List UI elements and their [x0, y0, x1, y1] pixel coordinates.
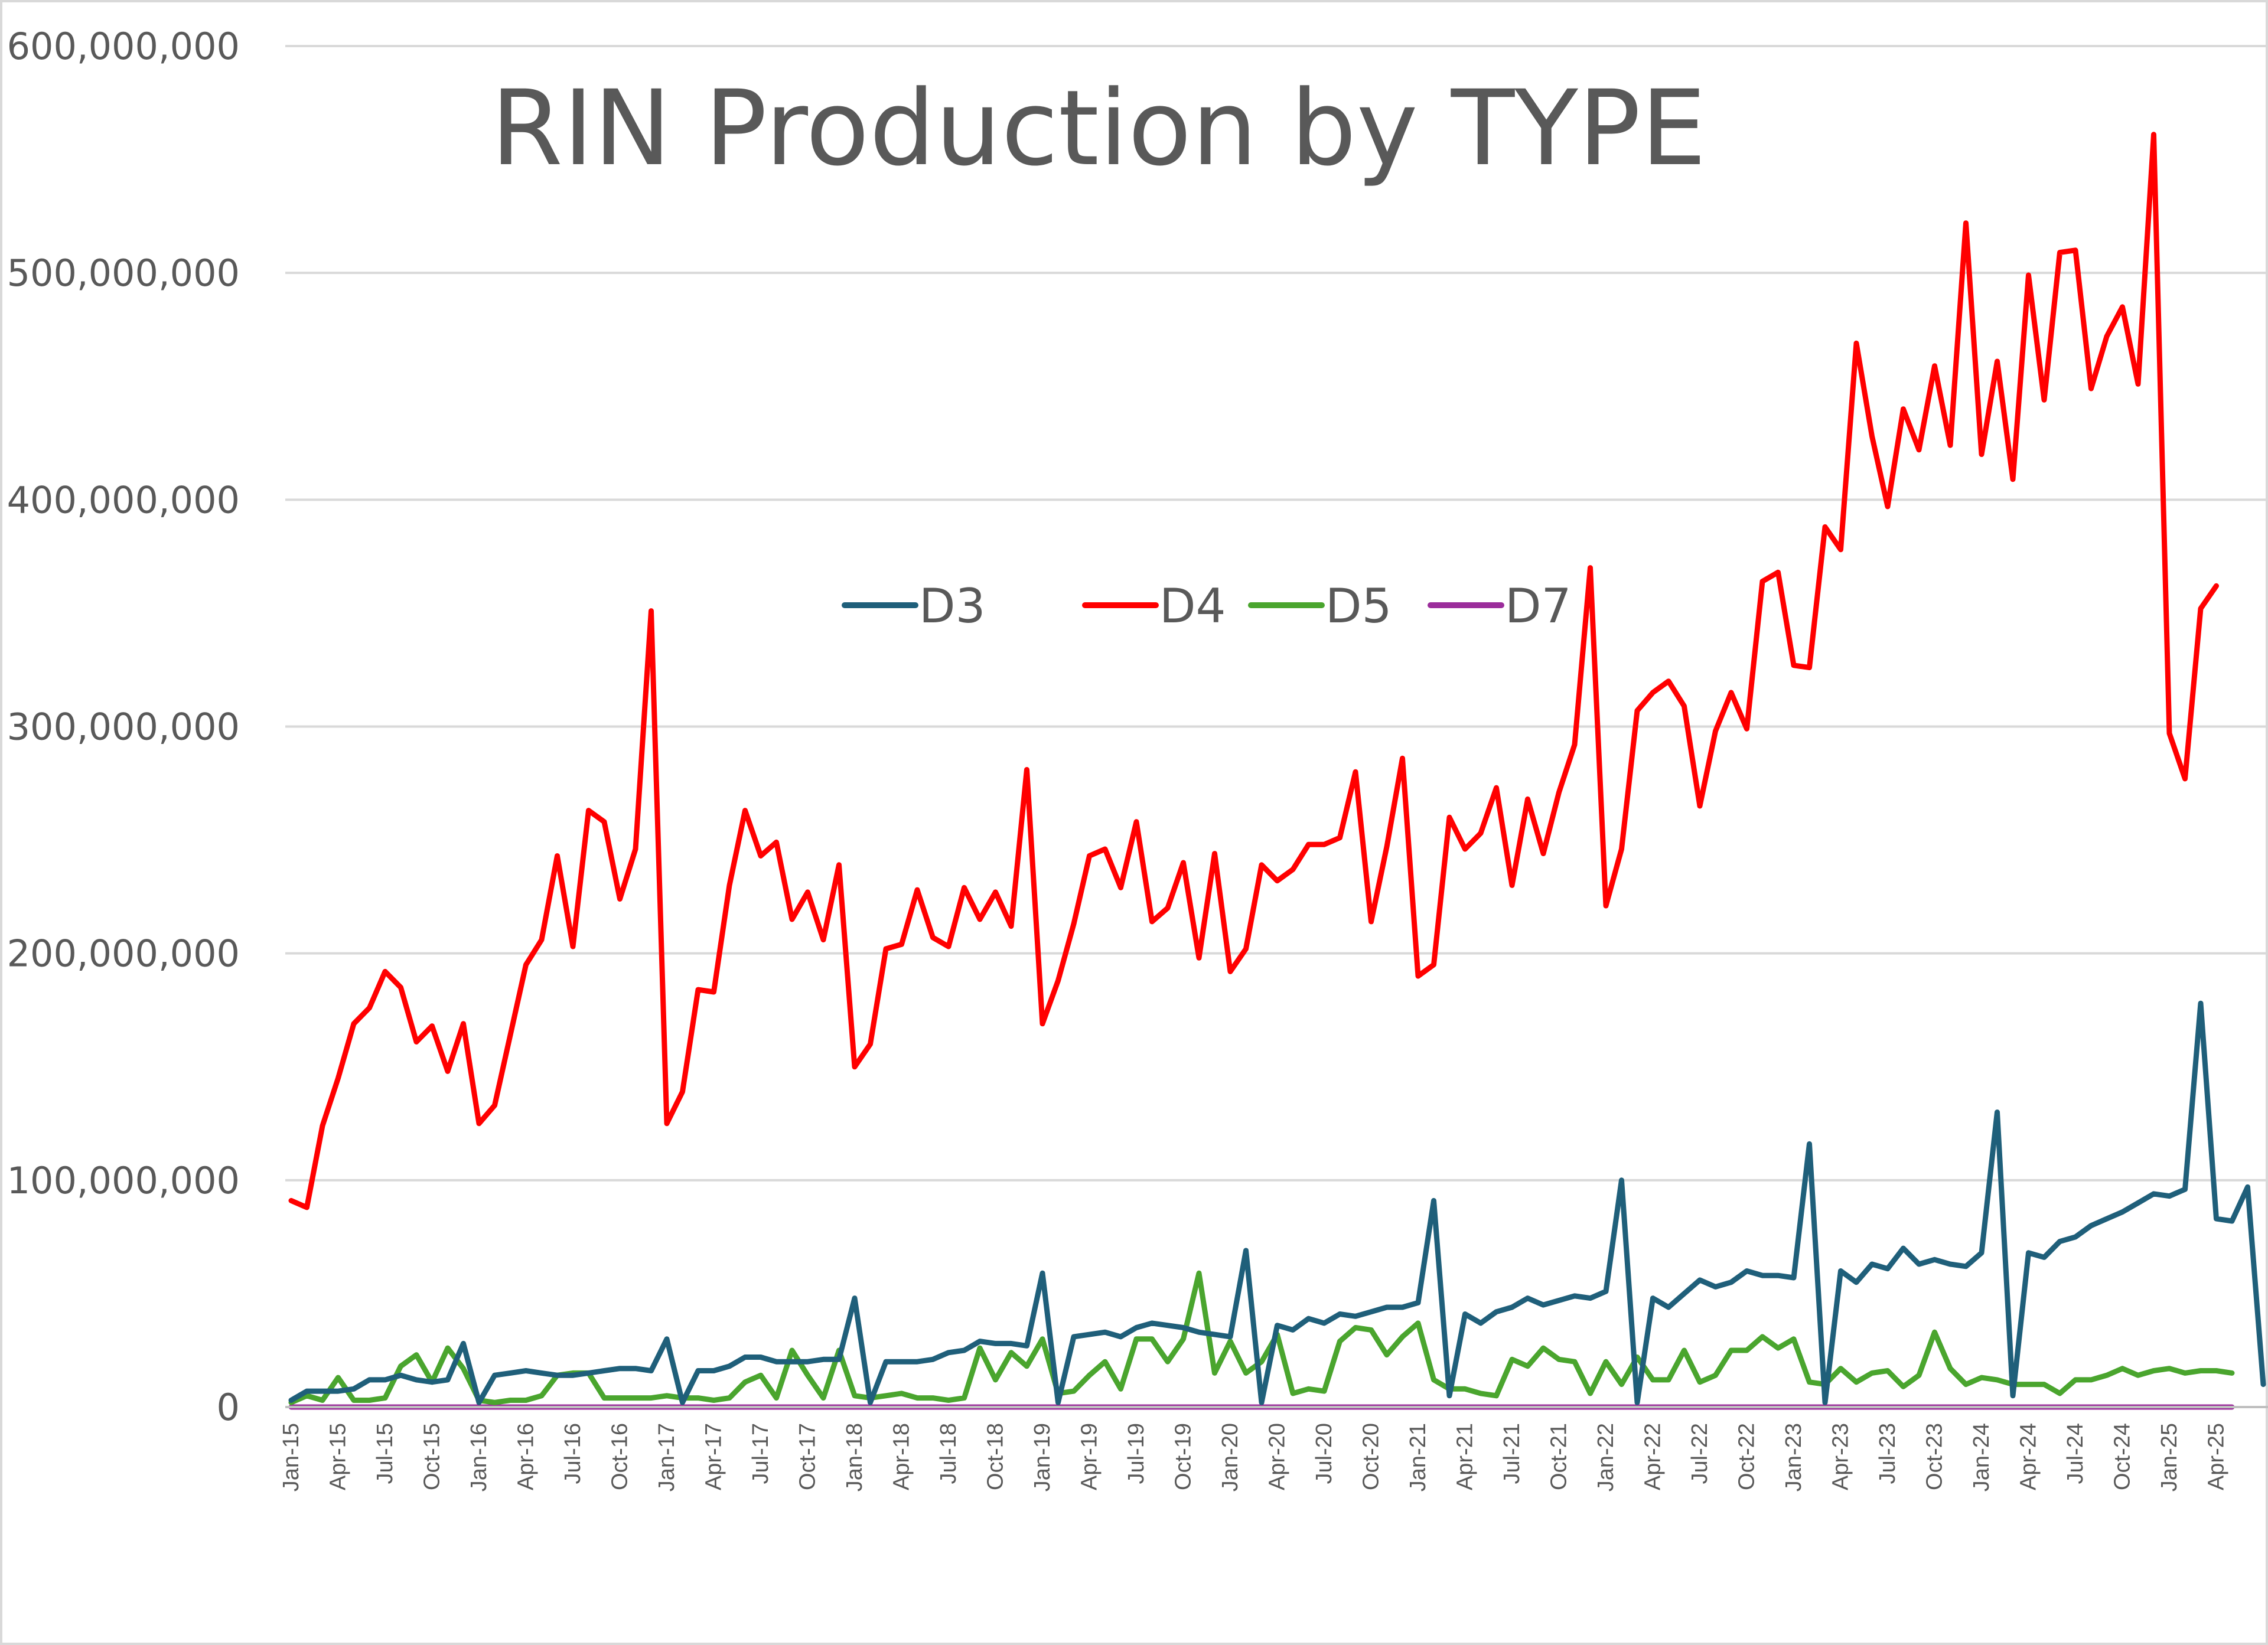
- x-tick-label: Jan-23: [1781, 1423, 1806, 1491]
- y-tick-label: 400,000,000: [7, 478, 240, 521]
- x-tick-label: Oct-17: [796, 1423, 820, 1490]
- x-tick-label: Jan-24: [1969, 1423, 1994, 1491]
- x-tick-label: Apr-21: [1453, 1423, 1478, 1490]
- y-tick-label: 100,000,000: [7, 1159, 240, 1202]
- x-axis-tick-labels: Jan-15 Apr-15 Jul-15 Oct-15 Jan-16 Apr-16 Jul-…: [279, 1423, 2229, 1491]
- series-line-d4: [288, 132, 2219, 1210]
- y-tick-label: 600,000,000: [7, 25, 240, 68]
- x-tick-label: Jan-15: [279, 1423, 304, 1491]
- x-tick-label: Jul-21: [1500, 1423, 1524, 1484]
- x-tick-label: Oct-20: [1359, 1423, 1384, 1490]
- x-tick-label: Oct-18: [983, 1423, 1008, 1490]
- y-tick-label: 200,000,000: [7, 932, 240, 975]
- y-axis-tick-labels: 0 100,000,000 200,000,000 300,000,000 400,00…: [7, 25, 240, 1429]
- series-line-d3: [288, 1000, 2266, 1405]
- legend-label-d4: D4: [1159, 579, 1226, 634]
- legend-label-d7: D7: [1505, 579, 1572, 634]
- x-tick-label: Jan-19: [1030, 1423, 1055, 1491]
- x-tick-label: Jan-20: [1218, 1423, 1243, 1491]
- x-tick-label: Oct-21: [1547, 1423, 1572, 1490]
- x-tick-label: Jul-17: [748, 1423, 773, 1484]
- x-tick-label: Apr-17: [702, 1423, 726, 1490]
- x-tick-label: Oct-23: [1922, 1423, 1947, 1490]
- legend: D3 D4 D5 D7: [842, 579, 1572, 634]
- legend-label-d3: D3: [919, 579, 986, 634]
- x-tick-label: Jul-15: [373, 1423, 397, 1484]
- x-tick-label: Jan-25: [2157, 1423, 2182, 1491]
- x-tick-label: Jan-22: [1594, 1423, 1618, 1491]
- x-tick-label: Apr-20: [1265, 1423, 1290, 1490]
- y-tick-label: 0: [217, 1386, 240, 1429]
- x-tick-label: Apr-15: [326, 1423, 351, 1490]
- series-line-d5: [288, 1270, 2235, 1405]
- x-tick-label: Jul-18: [936, 1423, 961, 1484]
- x-tick-label: Apr-22: [1641, 1423, 1666, 1490]
- legend-label-d5: D5: [1325, 579, 1392, 634]
- x-tick-label: Oct-19: [1171, 1423, 1196, 1490]
- x-tick-label: Jul-22: [1687, 1423, 1712, 1484]
- y-tick-label: 500,000,000: [7, 252, 240, 295]
- y-tick-label: 300,000,000: [7, 706, 240, 749]
- x-tick-label: Apr-19: [1077, 1423, 1102, 1490]
- x-tick-label: Jan-21: [1406, 1423, 1430, 1491]
- x-tick-label: Apr-16: [514, 1423, 539, 1490]
- x-tick-label: Jul-24: [2063, 1423, 2088, 1484]
- x-tick-label: Jan-18: [842, 1423, 867, 1491]
- x-tick-label: Jul-20: [1312, 1423, 1337, 1484]
- x-tick-label: Jul-23: [1875, 1423, 1900, 1484]
- x-tick-label: Oct-22: [1735, 1423, 1759, 1490]
- x-tick-label: Oct-24: [2110, 1423, 2135, 1490]
- x-tick-label: Jan-17: [654, 1423, 679, 1491]
- x-tick-label: Jan-16: [467, 1423, 491, 1491]
- x-tick-label: Jul-16: [561, 1423, 585, 1484]
- x-tick-label: Oct-16: [608, 1423, 633, 1490]
- x-tick-label: Apr-18: [889, 1423, 914, 1490]
- gridlines: [285, 45, 2268, 1181]
- x-tick-label: Jul-19: [1124, 1423, 1149, 1484]
- x-tick-label: Apr-23: [1829, 1423, 1853, 1490]
- chart-title: RIN Production by TYPE: [491, 68, 1706, 189]
- x-tick-label: Apr-24: [2016, 1423, 2041, 1490]
- x-tick-label: Apr-25: [2204, 1423, 2229, 1490]
- x-tick-label: Oct-15: [420, 1423, 445, 1490]
